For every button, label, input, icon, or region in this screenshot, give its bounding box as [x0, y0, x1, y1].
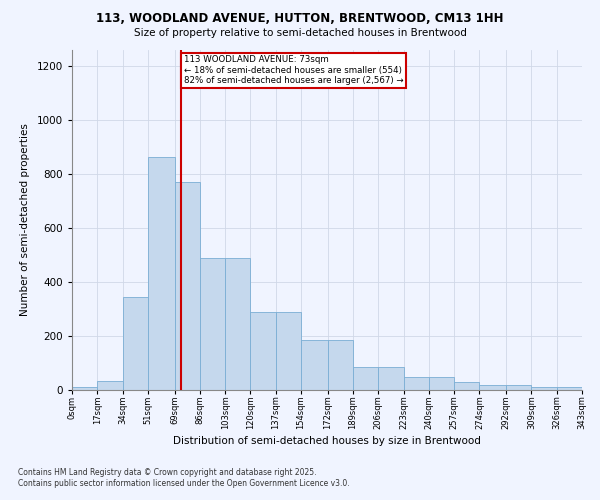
Bar [276, 312, 301, 390]
X-axis label: Distribution of semi-detached houses by size in Brentwood: Distribution of semi-detached houses by … [173, 436, 481, 446]
Bar [532, 388, 557, 390]
Bar [404, 376, 429, 390]
Bar [378, 367, 404, 390]
Text: 113, WOODLAND AVENUE, HUTTON, BRENTWOOD, CM13 1HH: 113, WOODLAND AVENUE, HUTTON, BRENTWOOD,… [96, 12, 504, 26]
Bar [72, 388, 97, 390]
Y-axis label: Number of semi-detached properties: Number of semi-detached properties [20, 124, 30, 316]
Bar [429, 376, 454, 390]
Bar [328, 340, 353, 390]
Bar [506, 384, 532, 390]
Bar [250, 312, 276, 390]
Bar [122, 297, 148, 390]
Text: 113 WOODLAND AVENUE: 73sqm
← 18% of semi-detached houses are smaller (554)
82% o: 113 WOODLAND AVENUE: 73sqm ← 18% of semi… [184, 56, 403, 85]
Bar [479, 384, 506, 390]
Bar [225, 258, 250, 390]
Bar [301, 340, 328, 390]
Bar [353, 367, 378, 390]
Bar [557, 388, 582, 390]
Text: Size of property relative to semi-detached houses in Brentwood: Size of property relative to semi-detach… [134, 28, 466, 38]
Bar [200, 258, 225, 390]
Bar [175, 182, 200, 390]
Bar [148, 156, 175, 390]
Bar [97, 380, 122, 390]
Text: Contains HM Land Registry data © Crown copyright and database right 2025.
Contai: Contains HM Land Registry data © Crown c… [18, 468, 350, 487]
Bar [454, 382, 479, 390]
